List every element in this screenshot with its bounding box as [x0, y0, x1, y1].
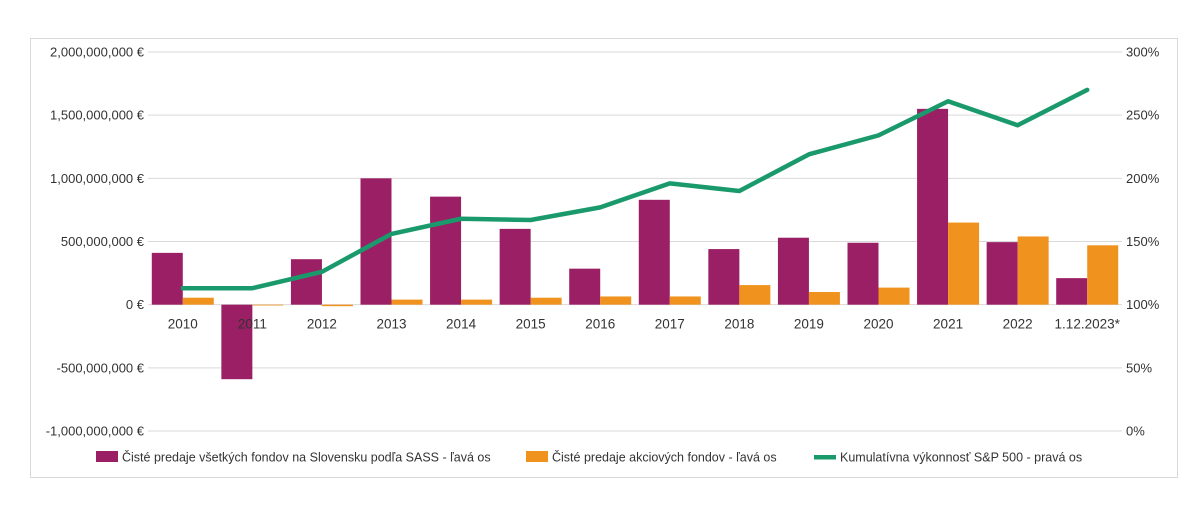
left-tick-label: 1,500,000,000 €	[50, 108, 145, 123]
category-label: 2021	[933, 317, 963, 332]
category-label: 2020	[863, 317, 893, 332]
bar-equity-funds-7	[669, 296, 701, 305]
category-label: 2010	[168, 317, 198, 332]
bar-equity-funds-11	[948, 222, 980, 305]
bar-all-funds-7	[638, 199, 670, 305]
legend-swatch-0	[96, 451, 118, 462]
right-axis-ticks: 0% 50% 100% 150% 200% 250% 300%	[1126, 45, 1160, 439]
category-labels: 2010 2011 2012 2013 2014 2015 2016 2017 2018 2019…	[168, 317, 1121, 332]
bar-equity-funds-5	[530, 297, 562, 305]
bars	[151, 108, 1119, 380]
bar-equity-funds-6	[600, 296, 632, 305]
bar-equity-funds-2	[321, 304, 353, 307]
bar-all-funds-0	[151, 252, 183, 305]
bar-equity-funds-12	[1017, 236, 1049, 305]
left-tick-label: 1,000,000,000 €	[50, 171, 145, 186]
bar-equity-funds-3	[391, 299, 423, 305]
category-label: 2018	[724, 317, 754, 332]
right-tick-label: 200%	[1126, 171, 1160, 186]
left-tick-label: 2,000,000,000 €	[50, 45, 145, 60]
left-axis-ticks: -1,000,000,000 € -500,000,000 € 0 € 500,000…	[46, 45, 145, 439]
right-tick-label: 0%	[1126, 424, 1145, 439]
category-label: 2022	[1003, 317, 1033, 332]
right-tick-label: 100%	[1126, 297, 1160, 312]
category-label: 1.12.2023*	[1055, 317, 1121, 332]
bar-all-funds-6	[569, 268, 601, 305]
right-tick-label: 250%	[1126, 108, 1160, 123]
bar-all-funds-9	[777, 237, 809, 305]
bar-equity-funds-10	[878, 287, 910, 305]
right-tick-label: 300%	[1126, 45, 1160, 60]
bar-equity-funds-9	[808, 292, 840, 305]
left-tick-label: 0 €	[126, 297, 145, 312]
category-label: 2014	[446, 317, 477, 332]
legend-label-2: Kumulatívna výkonnosť S&P 500 - pravá os	[840, 451, 1082, 465]
category-label: 2011	[238, 317, 267, 332]
category-label: 2016	[585, 317, 615, 332]
bar-all-funds-4	[430, 196, 462, 305]
bar-all-funds-1	[221, 304, 253, 380]
right-tick-label: 150%	[1126, 234, 1160, 249]
bar-all-funds-5	[499, 228, 531, 305]
right-tick-label: 50%	[1126, 360, 1152, 375]
bar-equity-funds-4	[461, 299, 493, 305]
category-label: 2013	[376, 317, 406, 332]
left-tick-label: -500,000,000 €	[57, 360, 145, 375]
left-tick-label: 500,000,000 €	[61, 234, 145, 249]
bar-all-funds-11	[917, 108, 949, 305]
bar-equity-funds-13	[1087, 245, 1119, 305]
bar-all-funds-10	[847, 242, 879, 305]
bar-equity-funds-1	[252, 304, 284, 306]
left-tick-label: -1,000,000,000 €	[46, 424, 145, 439]
legend-swatch-2	[814, 455, 836, 460]
category-label: 2019	[794, 317, 824, 332]
sp500-line-path	[180, 87, 1090, 291]
sp500-line	[180, 87, 1090, 291]
legend-swatch-1	[526, 451, 548, 462]
category-label: 2017	[655, 317, 685, 332]
chart-frame	[30, 38, 1178, 478]
bar-all-funds-2	[290, 259, 322, 305]
bar-all-funds-12	[986, 242, 1018, 305]
legend: Čisté predaje všetkých fondov na Slovens…	[96, 450, 1082, 465]
bar-equity-funds-0	[182, 297, 214, 305]
bar-all-funds-8	[708, 249, 740, 305]
legend-label-1: Čisté predaje akciových fondov - ľavá os	[552, 450, 777, 465]
bar-equity-funds-8	[739, 285, 771, 305]
bar-all-funds-13	[1056, 278, 1088, 305]
legend-label-0: Čisté predaje všetkých fondov na Slovens…	[122, 450, 491, 465]
category-label: 2012	[307, 317, 337, 332]
category-label: 2015	[516, 317, 546, 332]
